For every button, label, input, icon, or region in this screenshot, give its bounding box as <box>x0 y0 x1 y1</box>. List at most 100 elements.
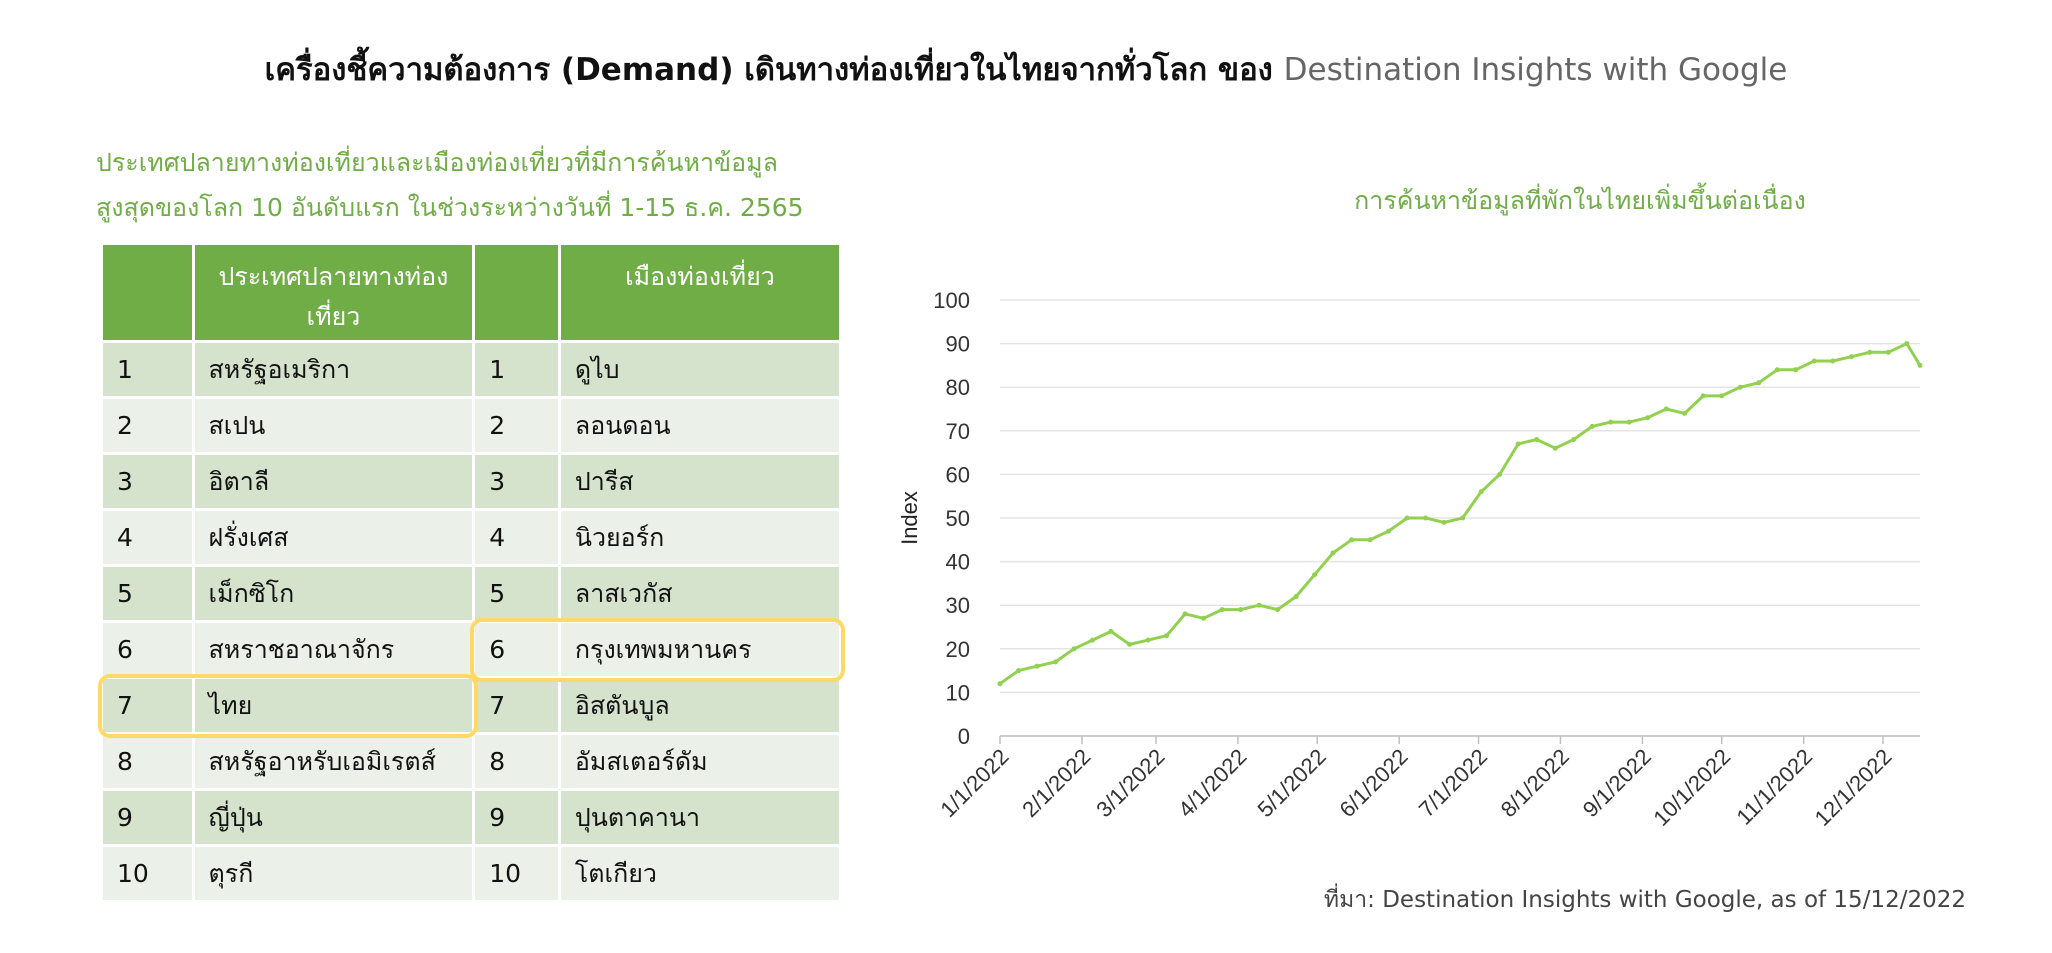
data-point <box>1793 367 1799 373</box>
city-cell: ปุนตาคานา <box>557 788 843 847</box>
data-point <box>1275 607 1281 613</box>
y-tick-label: 100 <box>933 288 970 313</box>
y-tick-label: 10 <box>946 680 970 705</box>
y-tick-label: 20 <box>946 637 970 662</box>
country-cell: สหราชอาณาจักร <box>191 620 476 679</box>
data-point <box>1330 550 1336 556</box>
country-cell: สหรัฐอเมริกา <box>191 340 476 399</box>
x-tick-label: 8/1/2022 <box>1496 744 1574 822</box>
city-cell: โตเกียว <box>557 844 843 903</box>
country-cell: ฝรั่งเศส <box>191 508 476 567</box>
data-point <box>1515 441 1521 447</box>
x-tick-label: 10/1/2022 <box>1648 744 1735 831</box>
data-point <box>1645 415 1651 421</box>
y-tick-label: 90 <box>946 332 970 357</box>
data-point <box>1441 519 1447 525</box>
country-cell: ญี่ปุ่น <box>191 788 476 847</box>
table-heading-line1: ประเทศปลายทางท่องเที่ยวและเมืองท่องเที่ย… <box>96 148 778 177</box>
x-tick-label: 12/1/2022 <box>1810 744 1897 831</box>
rank-cell: 7 <box>100 676 195 735</box>
data-point <box>1885 349 1891 355</box>
data-point <box>1478 489 1484 495</box>
x-tick-label: 1/1/2022 <box>935 744 1013 822</box>
rank-cell: 2 <box>100 396 195 455</box>
data-point <box>1256 602 1262 608</box>
series-line <box>999 342 1922 685</box>
data-point <box>1848 354 1854 360</box>
table-row: 7 ไทย 7 อิสตันบูล <box>100 676 843 735</box>
table-header-row: ประเทศปลายทางท่องเที่ยว เมืองท่องเที่ยว <box>100 242 843 343</box>
data-point <box>1737 384 1743 390</box>
table-row: 10 ตุรกี 10 โตเกียว <box>100 844 843 903</box>
data-point <box>1108 628 1114 634</box>
table-row: 3 อิตาลี 3 ปารีส <box>100 452 843 511</box>
data-point <box>1774 367 1780 373</box>
x-tick-label: 11/1/2022 <box>1731 744 1817 830</box>
table-row: 1 สหรัฐอเมริกา 1 ดูไบ <box>100 340 843 399</box>
data-point <box>1071 646 1077 652</box>
data-point <box>1460 515 1466 521</box>
data-point <box>1700 393 1706 399</box>
city-rank-cell: 9 <box>472 788 561 847</box>
rank-cell: 5 <box>100 564 195 623</box>
data-point <box>1423 515 1429 521</box>
rank-cell: 3 <box>100 452 195 511</box>
data-point <box>1404 515 1410 521</box>
city-rank-cell: 4 <box>472 508 561 567</box>
data-point <box>1090 637 1095 643</box>
data-point <box>1552 445 1558 451</box>
data-point <box>1016 668 1021 674</box>
header-rank <box>100 242 195 343</box>
data-point <box>1293 594 1299 599</box>
table-row: 8 สหรัฐอาหรับเอมิเรตส์ 8 อัมสเตอร์ดัม <box>100 732 843 791</box>
data-point <box>1608 419 1614 425</box>
data-point <box>1904 341 1910 347</box>
y-tick-label: 40 <box>946 550 970 575</box>
rank-cell: 9 <box>100 788 195 847</box>
table-row: 5 เม็กซิโก 5 ลาสเวกัส <box>100 564 843 623</box>
ranking-table: ประเทศปลายทางท่องเที่ยว เมืองท่องเที่ยว … <box>100 242 843 903</box>
data-point <box>1367 537 1373 543</box>
city-cell: อิสตันบูล <box>557 676 843 735</box>
city-rank-cell: 3 <box>472 452 561 511</box>
country-cell: อิตาลี <box>191 452 476 511</box>
data-point <box>1867 349 1873 355</box>
x-tick-label: 7/1/2022 <box>1414 744 1492 822</box>
data-point <box>1497 471 1503 477</box>
x-tick-label: 3/1/2022 <box>1091 744 1169 822</box>
city-cell: ลาสเวกัส <box>557 564 843 623</box>
table-row: 6 สหราชอาณาจักร 6 กรุงเทพมหานคร <box>100 620 843 679</box>
city-cell: ลอนดอน <box>557 396 843 455</box>
data-point <box>1201 615 1207 621</box>
y-tick-label: 60 <box>946 462 970 487</box>
y-tick-label: 80 <box>946 375 970 400</box>
city-cell: อัมสเตอร์ดัม <box>557 732 843 791</box>
header-city: เมืองท่องเที่ยว <box>557 242 843 343</box>
data-point <box>1164 633 1170 639</box>
data-point <box>1349 537 1355 543</box>
data-point <box>1127 641 1132 647</box>
data-point <box>1626 419 1632 425</box>
table-row: 2 สเปน 2 ลอนดอน <box>100 396 843 455</box>
data-point <box>1830 358 1836 364</box>
x-tick-label: 9/1/2022 <box>1578 744 1656 822</box>
data-point <box>1238 607 1244 613</box>
rank-cell: 1 <box>100 340 195 399</box>
page-title: เครื่องชี้ความต้องการ (Demand) เดินทางท่… <box>0 44 2052 94</box>
data-point <box>1182 611 1188 617</box>
y-tick-label: 70 <box>946 419 970 444</box>
city-rank-cell: 7 <box>472 676 561 735</box>
table-heading-line2: สูงสุดของโลก 10 อันดับแรก ในช่วงระหว่างว… <box>96 193 804 222</box>
country-cell: เม็กซิโก <box>191 564 476 623</box>
city-cell: นิวยอร์ก <box>557 508 843 567</box>
city-cell: ดูไบ <box>557 340 843 399</box>
data-point <box>1589 423 1595 429</box>
table-row: 9 ญี่ปุ่น 9 ปุนตาคานา <box>100 788 843 847</box>
data-point <box>1719 393 1725 399</box>
country-cell: สเปน <box>191 396 476 455</box>
city-cell: ปารีส <box>557 452 843 511</box>
title-brand: Destination Insights with Google <box>1283 52 1788 88</box>
table-heading: ประเทศปลายทางท่องเที่ยวและเมืองท่องเที่ย… <box>96 140 856 230</box>
data-point <box>1534 437 1540 442</box>
rank-cell: 4 <box>100 508 195 567</box>
